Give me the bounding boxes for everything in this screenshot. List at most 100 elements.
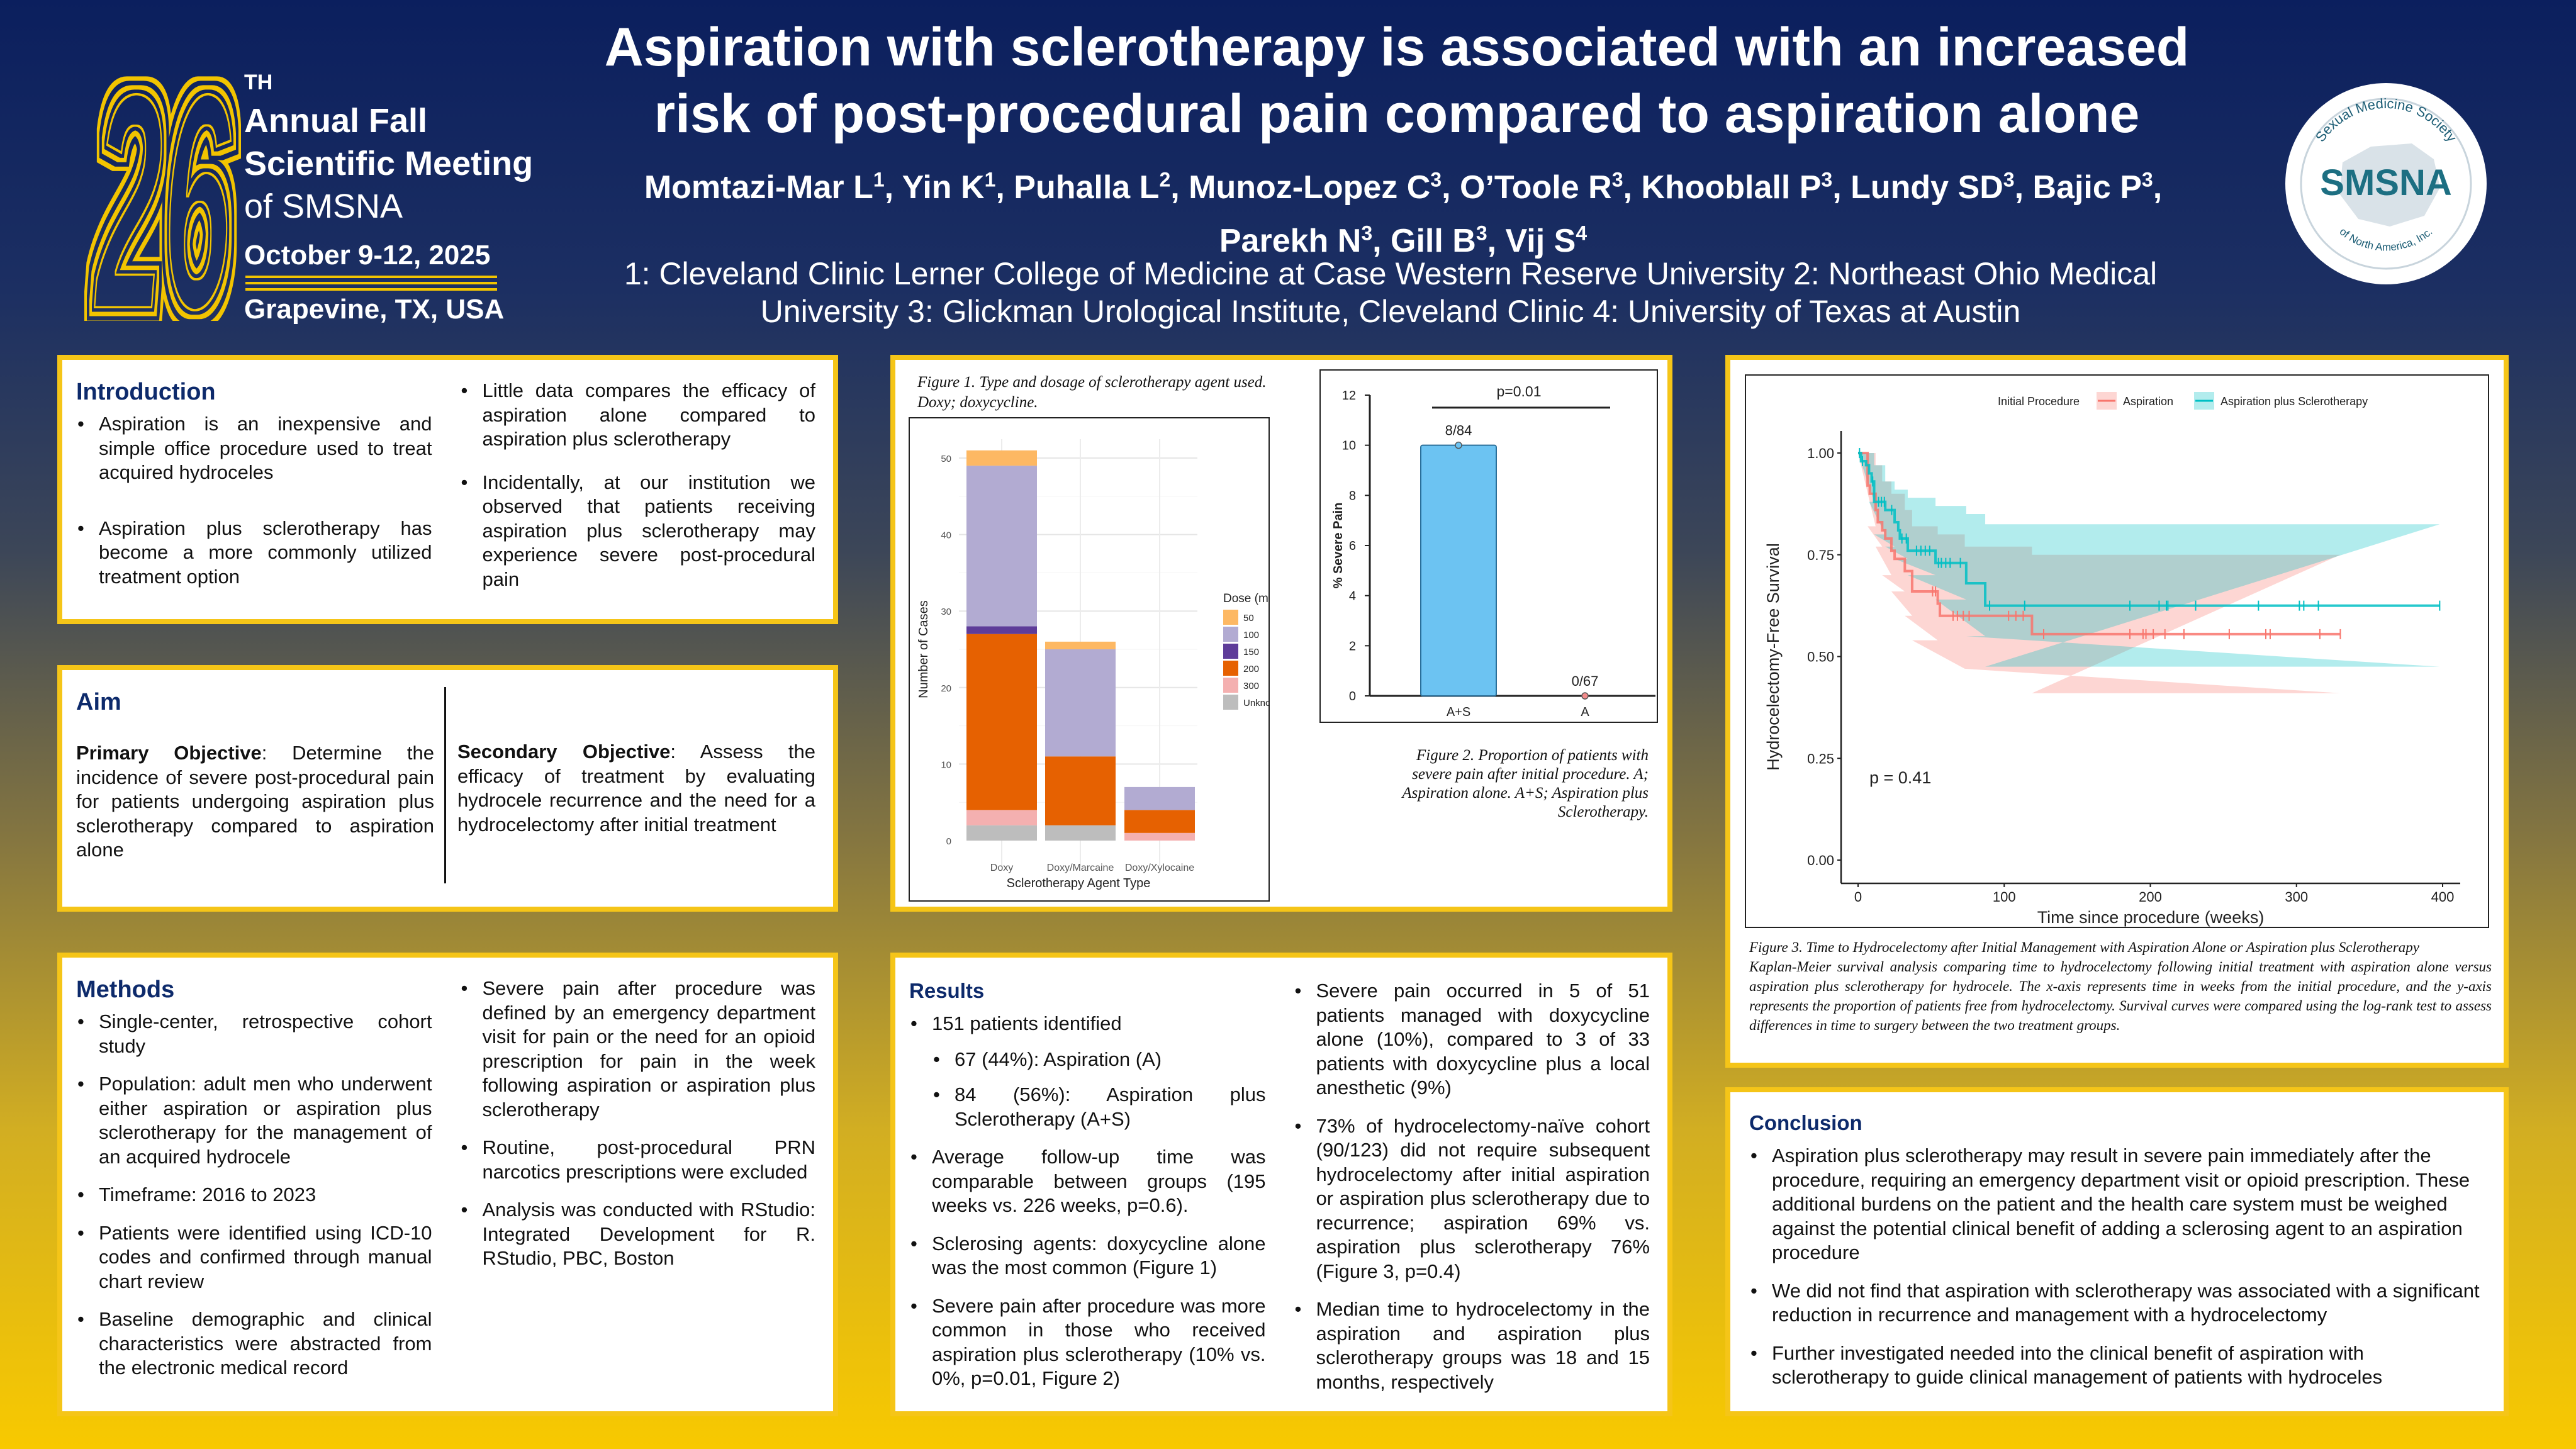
north-america-map-icon [2339, 143, 2440, 227]
y-axis-label: Number of Cases [917, 600, 931, 698]
author-name: Lundy SD [1851, 169, 2003, 206]
legend-swatch [1223, 695, 1238, 710]
bar-segment-doxy-marcaine-unknown [1045, 825, 1116, 841]
bar-segment-doxy-unknown [966, 825, 1037, 841]
list-item: Aspiration is an inexpensive and simple … [76, 412, 432, 485]
author-affiliation-number: 1 [873, 169, 885, 191]
y-axis-label: Hydrocelectomy-Free Survival [1764, 543, 1783, 771]
x-tick-label: 100 [1993, 889, 2016, 905]
legend-swatch [1223, 678, 1238, 693]
author: Khooblall P3, [1641, 169, 1851, 206]
legend-label: 200 [1243, 664, 1259, 674]
list-item: Analysis was conducted with RStudio: Int… [460, 1198, 815, 1271]
y-tick-label: 2 [1349, 639, 1356, 653]
legend-swatch [1223, 661, 1238, 676]
meeting-26th-graphic: 26 TH [94, 44, 497, 321]
author: Yin K1, [902, 169, 1014, 206]
x-tick-label: 0 [1854, 889, 1862, 905]
figure2-caption: Figure 2. Proportion of patients with se… [1359, 746, 1649, 822]
list-item: Median time to hydrocelectomy in the asp… [1294, 1297, 1650, 1394]
author-name: Khooblall P [1641, 169, 1822, 206]
p-value-annotation: p = 0.41 [1869, 768, 1931, 787]
bar-segment-doxy-150 [966, 626, 1037, 634]
author-name: Puhalla L [1014, 169, 1160, 206]
logo-line3: of SMSNA [244, 187, 403, 225]
list-item: Severe pain occurred in 5 of 51 patients… [1294, 979, 1650, 1100]
list-item: Patients were identified using ICD-10 co… [76, 1221, 432, 1294]
list-item: Population: adult men who underwent eith… [76, 1072, 432, 1169]
results-heading: Results [909, 979, 985, 1002]
y-axis-label: % Severe Pain [1331, 503, 1345, 589]
list-item: Single-center, retrospective cohort stud… [76, 1010, 432, 1058]
bar-segment-doxy-100 [966, 466, 1037, 627]
conclusion-panel: Conclusion Aspiration plus sclerotherapy… [1725, 1087, 2509, 1416]
x-tick-label: A [1581, 705, 1589, 719]
primary-objective: Primary Objective: Determine the inciden… [76, 741, 444, 883]
figure2-bar-chart: 0 2 4 6 8 10 12 8/84 A+S 0/67 Ap=0.01 % Severe Pain [1319, 369, 1658, 723]
author-affiliation-number: 3 [2141, 169, 2153, 191]
author: Momtazi-Mar L1, [644, 169, 902, 206]
author: Vij S4 [1505, 221, 1588, 259]
author-name: O’Toole R [1459, 169, 1612, 206]
figure1-caption: Figure 1. Type and dosage of sclerothera… [917, 372, 1267, 413]
survival-curve-aspiration-plus-sclerotherapy [1858, 452, 2440, 607]
author-name: Munoz-Lopez C [1189, 169, 1431, 206]
logo-line2: Scientific Meeting [244, 145, 534, 182]
aim-panel: Aim Primary Objective: Determine the inc… [57, 665, 838, 912]
author: O’Toole R3, [1459, 169, 1642, 206]
list-item: Severe pain after procedure was defined … [460, 976, 815, 1122]
x-tick-label: 400 [2431, 889, 2455, 905]
primary-objective-label: Primary Objective [76, 742, 262, 764]
list-item: Further investigated needed into the cli… [1749, 1341, 2486, 1390]
author-name: Parekh N [1219, 222, 1362, 259]
x-tick-label: A+S [1447, 705, 1470, 719]
bar-segment-doxy-50 [966, 450, 1037, 466]
x-tick-label: Doxy [990, 863, 1013, 873]
list-item: Sclerosing agents: doxycycline alone was… [909, 1232, 1266, 1280]
figure2-caption-line: Aspiration alone. A+S; Aspiration plus [1402, 785, 1649, 802]
list-item: Incidentally, at our institution we obse… [460, 471, 815, 592]
list-item: Average follow-up time was comparable be… [909, 1145, 1266, 1218]
secondary-objective-text: : Assess the efficacy of treatment by ev… [457, 741, 816, 836]
secondary-objective-label: Secondary Objective [457, 741, 671, 763]
author: Puhalla L2, [1014, 169, 1189, 206]
author-affiliation-number: 3 [2003, 169, 2015, 191]
primary-objective-text: : Determine the incidence of severe post… [76, 742, 434, 861]
aim-divider [444, 687, 446, 883]
logo-line1: Annual Fall [244, 102, 428, 140]
data-point [1455, 441, 1462, 449]
list-item: Baseline demographic and clinical charac… [76, 1307, 432, 1380]
legend-swatch [1223, 644, 1238, 659]
figure3-caption: Figure 3. Time to Hydrocelectomy after I… [1749, 937, 2492, 1035]
list-item: Severe pain after procedure was more com… [909, 1294, 1266, 1391]
figure1-caption-line: Doxy; doxycycline. [917, 394, 1038, 411]
introduction-panel: Introduction Aspiration is an inexpensiv… [57, 355, 838, 624]
survival-curve-aspiration [1858, 452, 2341, 635]
list-item: Aspiration plus sclerotherapy may result… [1749, 1144, 2486, 1265]
affiliations-line-2: University 3: Glickman Urological Instit… [760, 294, 2021, 329]
figure3-caption-title: Figure 3. Time to Hydrocelectomy after I… [1749, 939, 2419, 955]
y-tick-label: 0 [1349, 690, 1356, 703]
list-item: Timeframe: 2016 to 2023 [76, 1183, 432, 1207]
y-tick-label: 30 [941, 607, 951, 617]
figure3-caption-body: Kaplan-Meier survival analysis comparing… [1749, 959, 2492, 1033]
x-tick-label: Doxy/Xylocaine [1125, 863, 1194, 873]
figure3-kaplan-meier-chart: 0.00 0.25 0.50 0.75 1.00 0 100 200 300 400 Time si… [1745, 374, 2489, 928]
author-affiliation-number: 2 [1159, 169, 1171, 191]
list-item: 73% of hydrocelectomy-naïve cohort (90/1… [1294, 1114, 1650, 1284]
author-name: Bajic P [2032, 169, 2142, 206]
y-tick-label: 20 [941, 683, 951, 694]
list-item: Little data compares the efficacy of asp… [460, 379, 815, 452]
society-logo: Sexual Medicine Society of North America… [2283, 81, 2489, 287]
author-name: Vij S [1505, 222, 1576, 259]
x-axis-label: Sclerotherapy Agent Type [1007, 876, 1151, 890]
author-affiliation-number: 3 [1361, 221, 1373, 245]
list-item: Routine, post-procedural PRN narcotics p… [460, 1136, 815, 1184]
author-name: Momtazi-Mar L [644, 169, 873, 206]
poster-title: Aspiration with sclerotherapy is associa… [566, 14, 2227, 147]
figure2-caption-line: Sclerotherapy. [1557, 803, 1649, 820]
figure2-caption-line: severe pain after initial procedure. A; [1412, 766, 1649, 783]
aim-heading: Aim [76, 689, 121, 715]
list-item: 84 (56%): Aspiration plus Sclerotherapy … [932, 1083, 1266, 1131]
introduction-heading: Introduction [76, 379, 216, 405]
